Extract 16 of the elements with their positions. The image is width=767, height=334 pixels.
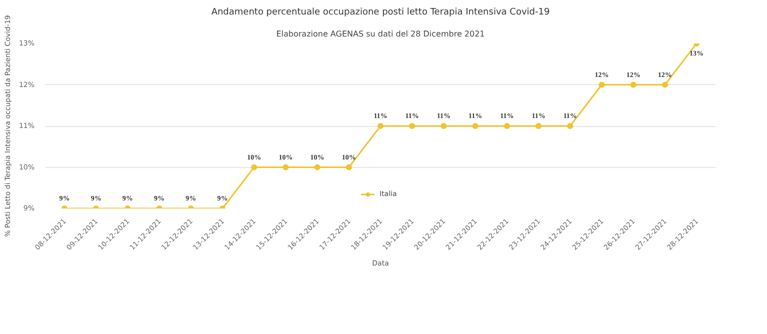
point [314,164,320,170]
point [378,123,384,129]
point [567,123,574,129]
point [409,123,416,129]
point [504,123,510,129]
chart-title: Andamento percentuale occupazione posti letto Terapia Intensiva Covid-19 [211,8,550,18]
point [472,123,478,129]
chart-subtitle: Elaborazione AGENAS su dati del 28 Dicembre 2021 [276,30,485,38]
point [662,82,668,88]
point [440,123,447,129]
point [251,164,258,170]
point [282,164,289,170]
point [536,123,542,129]
point [346,164,352,170]
point [598,82,605,88]
point [630,82,636,88]
